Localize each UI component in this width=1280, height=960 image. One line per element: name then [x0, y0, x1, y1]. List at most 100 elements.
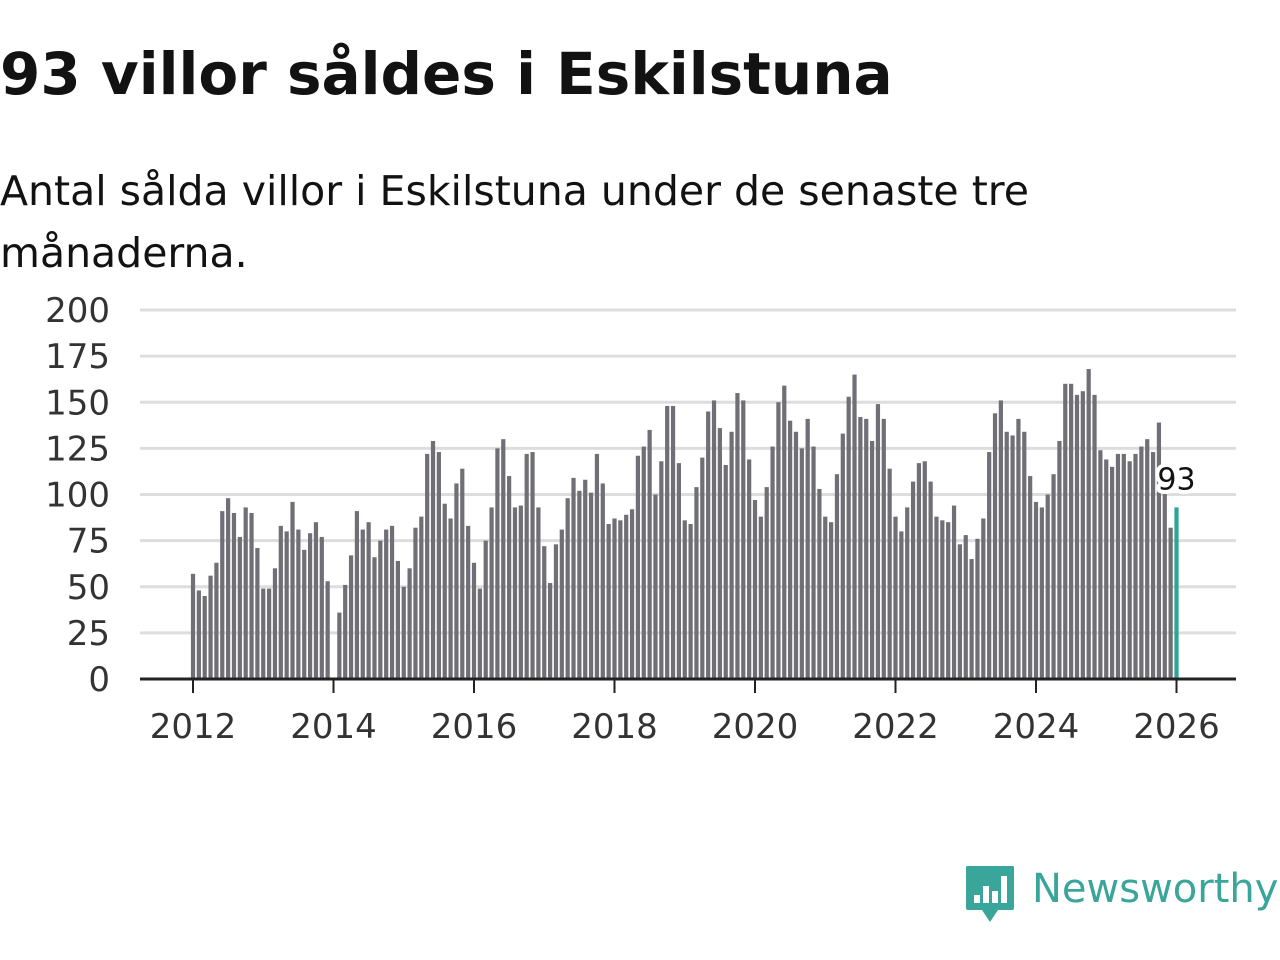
y-tick-label: 175: [45, 337, 110, 377]
bar: [448, 518, 453, 679]
bar: [793, 431, 799, 679]
bar: [887, 468, 892, 679]
bar: [1115, 453, 1121, 679]
bar: [389, 525, 395, 679]
bar: [706, 411, 711, 679]
bar: [220, 511, 225, 679]
bar: [547, 583, 553, 679]
bar: [507, 476, 512, 679]
bar: [629, 509, 635, 679]
bar: [606, 524, 611, 679]
bar: [1022, 431, 1027, 679]
highlight-bar: [1174, 507, 1179, 679]
bar: [618, 520, 623, 679]
bar: [530, 452, 535, 679]
bar: [1139, 446, 1144, 679]
bar: [501, 439, 506, 679]
bar: [752, 500, 758, 679]
bar: [1074, 394, 1080, 679]
bar: [249, 512, 254, 679]
bar: [436, 452, 441, 679]
bar: [372, 557, 377, 679]
bar: [571, 477, 576, 679]
bar: [307, 533, 313, 679]
bar: [717, 428, 722, 679]
bar: [858, 417, 863, 679]
bar: [384, 529, 389, 679]
bar: [998, 400, 1003, 679]
bar: [823, 516, 828, 679]
brand-name: Newsworthy: [1032, 866, 1279, 912]
bar: [401, 586, 406, 679]
bar: [764, 487, 769, 679]
bar: [676, 463, 682, 679]
bar: [325, 581, 330, 679]
bar: [635, 455, 641, 679]
bar: [647, 429, 652, 679]
bar: [916, 463, 922, 679]
chart-subtitle: Antal sålda villor i Eskilstuna under de…: [0, 167, 1029, 277]
bar: [588, 492, 594, 679]
bar: [834, 474, 840, 679]
bar: [1092, 394, 1097, 679]
bar: [963, 535, 968, 679]
bar: [313, 522, 319, 679]
chart-title: 93 villor såldes i Eskilstuna: [0, 40, 893, 108]
x-tick-label: 2020: [712, 707, 799, 747]
y-tick-label: 50: [67, 568, 110, 608]
bar: [729, 431, 734, 679]
x-tick-label: 2024: [993, 707, 1080, 747]
bar: [214, 562, 219, 679]
x-tick-label: 2014: [290, 707, 377, 747]
bar: [302, 549, 307, 679]
bar: [1063, 383, 1068, 679]
bar: [1098, 450, 1103, 679]
bar: [922, 461, 927, 679]
bar: [694, 487, 699, 679]
bar: [466, 525, 471, 679]
bar: [1156, 422, 1162, 679]
bar: [840, 433, 845, 679]
bar: [1168, 527, 1173, 679]
bar: [875, 404, 881, 679]
x-tick-label: 2026: [1133, 707, 1220, 747]
bar-chart-speech-bubble-icon: [966, 866, 1014, 922]
bar: [1133, 453, 1138, 679]
bar: [284, 531, 289, 679]
bar: [518, 505, 523, 679]
bar: [700, 457, 705, 679]
bar: [231, 512, 237, 679]
bar: [905, 507, 910, 679]
bar: [688, 524, 693, 679]
bar: [296, 529, 301, 679]
bar: [1150, 452, 1156, 679]
bar: [811, 446, 816, 679]
bar: [1080, 391, 1085, 679]
bar: [1057, 440, 1062, 679]
bar: [799, 448, 804, 679]
bar: [1145, 439, 1150, 679]
bar: [337, 612, 342, 679]
bar: [477, 588, 482, 679]
bar: [957, 544, 963, 679]
bar: [348, 555, 354, 679]
bar: [261, 588, 266, 679]
bar: [928, 481, 933, 679]
bar: [951, 505, 957, 679]
bar: [723, 464, 728, 679]
bar: [319, 536, 324, 679]
y-tick-label: 0: [88, 660, 110, 700]
bar: [805, 418, 810, 679]
bar: [747, 459, 752, 679]
y-tick-label: 125: [45, 429, 110, 469]
bar: [583, 479, 588, 679]
bar: [782, 385, 787, 679]
bar: [1086, 369, 1091, 679]
bar: [600, 483, 605, 679]
x-tick-label: 2022: [852, 707, 939, 747]
x-tick-label: 2016: [431, 707, 518, 747]
bar: [243, 507, 248, 679]
bar: [1045, 494, 1050, 679]
bar: [542, 546, 547, 679]
